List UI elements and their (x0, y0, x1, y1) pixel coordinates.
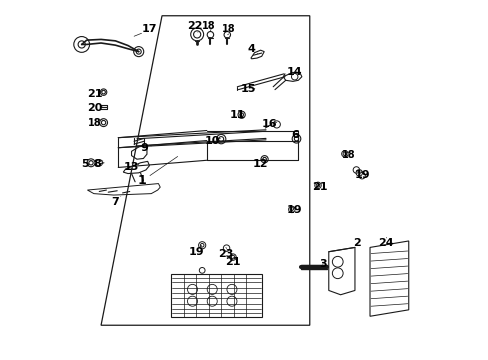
Text: 9: 9 (140, 143, 148, 153)
Text: 13: 13 (123, 162, 139, 172)
Text: 14: 14 (286, 67, 302, 77)
Text: 10: 10 (204, 136, 220, 145)
Text: 21: 21 (87, 89, 102, 99)
Text: 5: 5 (81, 159, 88, 169)
Text: 2: 2 (353, 238, 361, 248)
Text: 17: 17 (142, 24, 157, 35)
Text: 7: 7 (111, 197, 119, 207)
Text: 24: 24 (378, 238, 393, 248)
Text: 23: 23 (218, 248, 233, 258)
Text: 11: 11 (229, 111, 244, 121)
Text: 15: 15 (240, 84, 255, 94)
Text: 12: 12 (252, 159, 268, 169)
Text: 18: 18 (341, 150, 355, 160)
Text: 1: 1 (138, 174, 146, 186)
Text: 3: 3 (318, 259, 326, 269)
Text: 19: 19 (286, 206, 302, 216)
Text: 18: 18 (202, 21, 215, 31)
Text: 18: 18 (88, 118, 101, 128)
Text: 18: 18 (221, 24, 235, 35)
Text: 8: 8 (93, 159, 101, 169)
Text: 20: 20 (87, 103, 102, 113)
Text: 16: 16 (261, 120, 277, 129)
Text: 22: 22 (187, 21, 203, 31)
Text: 21: 21 (225, 257, 240, 267)
Text: 19: 19 (188, 247, 203, 257)
Text: 4: 4 (247, 44, 255, 54)
Text: 6: 6 (290, 130, 298, 140)
Text: 21: 21 (311, 182, 327, 192)
Text: 19: 19 (354, 170, 370, 180)
